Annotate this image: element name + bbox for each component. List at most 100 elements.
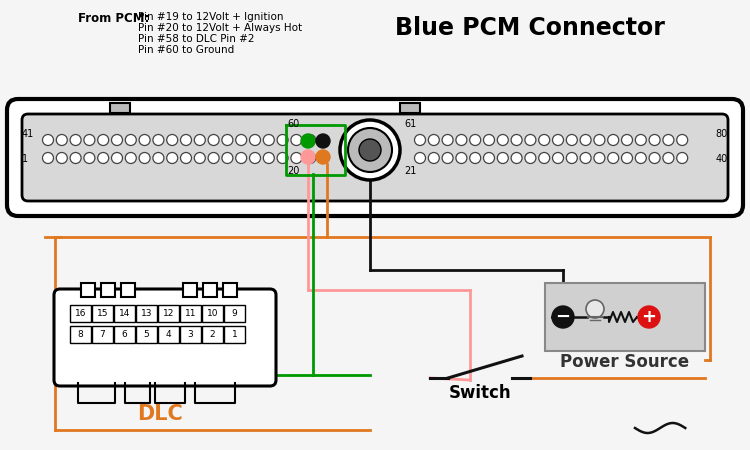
Text: 2: 2 — [210, 330, 215, 339]
Circle shape — [181, 135, 191, 145]
Circle shape — [70, 153, 81, 163]
Text: Blue PCM Connector: Blue PCM Connector — [395, 16, 665, 40]
Circle shape — [553, 153, 563, 163]
Circle shape — [84, 135, 95, 145]
Text: 10: 10 — [207, 309, 218, 318]
Circle shape — [608, 153, 619, 163]
Text: 40: 40 — [716, 154, 728, 164]
Circle shape — [586, 300, 604, 318]
Circle shape — [291, 153, 302, 163]
Circle shape — [250, 153, 260, 163]
Circle shape — [181, 153, 191, 163]
Text: 14: 14 — [118, 309, 130, 318]
FancyBboxPatch shape — [223, 283, 237, 297]
FancyBboxPatch shape — [70, 305, 91, 322]
Text: 1: 1 — [232, 330, 237, 339]
FancyBboxPatch shape — [92, 326, 113, 343]
FancyBboxPatch shape — [224, 326, 245, 343]
Circle shape — [194, 153, 206, 163]
FancyBboxPatch shape — [70, 326, 91, 343]
Text: DLC: DLC — [137, 404, 183, 424]
Circle shape — [538, 135, 550, 145]
Text: 4: 4 — [166, 330, 171, 339]
Circle shape — [277, 135, 288, 145]
FancyBboxPatch shape — [92, 305, 113, 322]
Circle shape — [415, 153, 425, 163]
FancyBboxPatch shape — [183, 283, 197, 297]
Circle shape — [98, 135, 109, 145]
Circle shape — [470, 153, 481, 163]
Circle shape — [153, 153, 164, 163]
Circle shape — [649, 135, 660, 145]
Circle shape — [291, 135, 302, 145]
Circle shape — [622, 135, 632, 145]
Circle shape — [442, 135, 453, 145]
Circle shape — [125, 135, 136, 145]
Circle shape — [304, 135, 316, 145]
Circle shape — [166, 153, 178, 163]
FancyBboxPatch shape — [136, 326, 157, 343]
FancyBboxPatch shape — [110, 103, 130, 113]
Circle shape — [166, 135, 178, 145]
Text: 3: 3 — [188, 330, 194, 339]
Circle shape — [316, 134, 330, 148]
FancyBboxPatch shape — [158, 326, 179, 343]
FancyBboxPatch shape — [400, 103, 420, 113]
Circle shape — [316, 150, 330, 164]
FancyBboxPatch shape — [545, 283, 705, 351]
Circle shape — [663, 153, 674, 163]
FancyBboxPatch shape — [203, 283, 217, 297]
Circle shape — [497, 135, 508, 145]
FancyBboxPatch shape — [7, 99, 743, 216]
Circle shape — [194, 135, 206, 145]
FancyBboxPatch shape — [54, 289, 276, 386]
FancyBboxPatch shape — [81, 283, 95, 297]
FancyBboxPatch shape — [121, 283, 135, 297]
Text: 13: 13 — [141, 309, 152, 318]
Circle shape — [497, 153, 508, 163]
Text: 6: 6 — [122, 330, 128, 339]
Circle shape — [525, 153, 536, 163]
Text: 61: 61 — [404, 119, 416, 129]
Circle shape — [56, 153, 68, 163]
Circle shape — [277, 153, 288, 163]
Circle shape — [580, 153, 591, 163]
Circle shape — [415, 135, 425, 145]
Circle shape — [511, 135, 522, 145]
Text: Pin #60 to Ground: Pin #60 to Ground — [138, 45, 234, 55]
Circle shape — [263, 153, 274, 163]
Circle shape — [484, 135, 494, 145]
FancyBboxPatch shape — [224, 305, 245, 322]
Text: Power Source: Power Source — [560, 353, 689, 371]
FancyBboxPatch shape — [202, 326, 223, 343]
Circle shape — [359, 139, 381, 161]
FancyBboxPatch shape — [22, 114, 728, 201]
FancyBboxPatch shape — [202, 305, 223, 322]
Circle shape — [580, 135, 591, 145]
Circle shape — [484, 153, 494, 163]
Circle shape — [428, 135, 439, 145]
FancyBboxPatch shape — [101, 283, 115, 297]
Text: From PCM:: From PCM: — [78, 12, 149, 25]
Text: Pin #19 to 12Volt + Ignition: Pin #19 to 12Volt + Ignition — [138, 12, 284, 22]
Circle shape — [566, 135, 578, 145]
Text: 41: 41 — [22, 129, 34, 139]
Circle shape — [348, 128, 392, 172]
Text: 20: 20 — [286, 166, 299, 176]
Circle shape — [98, 153, 109, 163]
Circle shape — [553, 135, 563, 145]
Text: 60: 60 — [286, 119, 299, 129]
Circle shape — [236, 135, 247, 145]
Circle shape — [304, 153, 316, 163]
Text: Pin #20 to 12Volt + Always Hot: Pin #20 to 12Volt + Always Hot — [138, 23, 302, 33]
Circle shape — [222, 153, 233, 163]
Circle shape — [538, 153, 550, 163]
Circle shape — [208, 135, 219, 145]
Text: 21: 21 — [404, 166, 416, 176]
Text: 16: 16 — [75, 309, 86, 318]
Circle shape — [442, 153, 453, 163]
Circle shape — [649, 153, 660, 163]
Text: 11: 11 — [184, 309, 196, 318]
Circle shape — [153, 135, 164, 145]
Circle shape — [56, 135, 68, 145]
